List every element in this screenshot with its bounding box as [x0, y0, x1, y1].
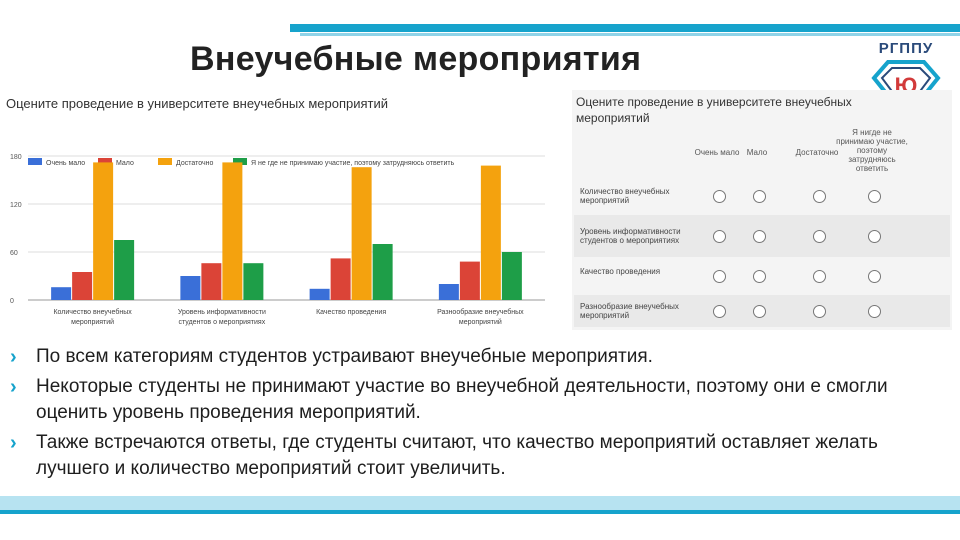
- bar: [372, 244, 393, 300]
- survey-radio-option[interactable]: [868, 190, 881, 203]
- legend-label: Мало: [116, 160, 134, 167]
- survey-row: Разнообразие внеучебных мероприятий: [574, 295, 950, 327]
- bullet-list: › По всем категориям студентов устраиваю…: [10, 344, 930, 486]
- survey-form-screenshot: Оцените проведение в университете внеуче…: [572, 90, 952, 330]
- survey-row-label: Разнообразие внеучебных мероприятий: [580, 302, 679, 320]
- bar: [114, 240, 135, 300]
- bar: [459, 261, 480, 300]
- top-accent-band: [290, 24, 960, 32]
- bullet-item: › По всем категориям студентов устраиваю…: [10, 344, 930, 370]
- bar: [351, 167, 372, 300]
- slide-title: Внеучебные мероприятия: [190, 40, 642, 78]
- survey-radio-option[interactable]: [713, 270, 726, 283]
- survey-radio-option[interactable]: [868, 270, 881, 283]
- survey-radio-option[interactable]: [713, 230, 726, 243]
- bottom-accent-band: [0, 510, 960, 514]
- bar: [438, 284, 459, 300]
- survey-radio-option[interactable]: [813, 190, 826, 203]
- y-tick-label: 180: [10, 154, 22, 161]
- bar: [330, 258, 351, 300]
- survey-column-header: Я нигде не принимаю участие, поэтому зат…: [836, 128, 908, 173]
- x-tick-label: мероприятий: [71, 318, 114, 326]
- logo-text: РГППУ: [878, 40, 934, 57]
- bullet-text: По всем категориям студентов устраивают …: [36, 346, 653, 367]
- survey-radio-option[interactable]: [713, 190, 726, 203]
- survey-radio-option[interactable]: [753, 270, 766, 283]
- bar: [93, 162, 114, 300]
- bullet-text: Также встречаются ответы, где студенты с…: [36, 432, 878, 479]
- legend-swatch: [158, 158, 172, 165]
- bar-chart: Оцените проведение в университете внеуче…: [0, 90, 560, 340]
- survey-radio-option[interactable]: [753, 190, 766, 203]
- survey-radio-option[interactable]: [753, 305, 766, 318]
- bar: [243, 263, 264, 300]
- chevron-right-icon: ›: [10, 432, 17, 454]
- top-accent-band-light: [300, 33, 960, 36]
- chevron-right-icon: ›: [10, 376, 17, 398]
- bar: [51, 287, 72, 300]
- legend-label: Очень мало: [46, 160, 85, 167]
- chart-title: Оцените проведение в университете внеуче…: [6, 96, 389, 111]
- bar: [480, 165, 501, 300]
- legend-label: Я не где не принимаю участие, поэтому за…: [251, 160, 455, 167]
- x-tick-label: мероприятий: [459, 318, 502, 326]
- bullet-item: › Некоторые студенты не принимают участи…: [10, 374, 930, 426]
- survey-column-header: Достаточно: [795, 148, 839, 157]
- survey-column-header: Мало: [746, 148, 768, 157]
- legend-swatch: [233, 158, 247, 165]
- bar: [180, 276, 201, 300]
- survey-row-label: Количество внеучебных мероприятий: [580, 187, 670, 205]
- y-tick-label: 120: [10, 202, 22, 209]
- legend-swatch: [98, 158, 112, 165]
- bullet-item: › Также встречаются ответы, где студенты…: [10, 430, 930, 482]
- bar: [201, 263, 222, 300]
- survey-radio-option[interactable]: [868, 305, 881, 318]
- chevron-right-icon: ›: [10, 346, 17, 368]
- survey-row-label: Качество проведения: [580, 267, 661, 276]
- bar: [72, 272, 93, 300]
- survey-radio-option[interactable]: [868, 230, 881, 243]
- x-tick-label: Количество внеучебных: [53, 308, 132, 316]
- survey-title: Оцените проведение в университете внеуче…: [576, 95, 852, 125]
- survey-radio-option[interactable]: [813, 305, 826, 318]
- x-tick-label: Качество проведения: [316, 309, 386, 316]
- y-tick-label: 60: [10, 250, 18, 257]
- bullet-text: Некоторые студенты не принимают участие …: [36, 376, 888, 423]
- survey-row-label: Уровень информативности студентов о меро…: [580, 227, 681, 245]
- x-tick-label: Разнообразие внеучебных: [437, 308, 524, 316]
- bar: [222, 162, 243, 300]
- x-tick-label: студентов о мероприятиях: [179, 319, 266, 326]
- legend-label: Достаточно: [176, 160, 213, 167]
- survey-row: Количество внеучебных мероприятий: [574, 180, 950, 212]
- survey-radio-option[interactable]: [753, 230, 766, 243]
- survey-radio-option[interactable]: [813, 230, 826, 243]
- survey-row: Качество проведения: [574, 260, 950, 292]
- bar: [309, 288, 330, 300]
- bottom-accent-band-light: [0, 496, 960, 510]
- legend-swatch: [28, 158, 42, 165]
- bar: [501, 252, 522, 300]
- survey-row: Уровень информативности студентов о меро…: [574, 215, 950, 257]
- x-tick-label: Уровень информативности: [178, 309, 266, 316]
- chart-canvas: 0 60 120 180 Очень мало Мало Достаточно Я не гд…: [10, 154, 545, 326]
- survey-column-header: Очень мало: [694, 148, 740, 157]
- survey-radio-option[interactable]: [713, 305, 726, 318]
- survey-radio-option[interactable]: [813, 270, 826, 283]
- y-tick-label: 0: [10, 298, 14, 305]
